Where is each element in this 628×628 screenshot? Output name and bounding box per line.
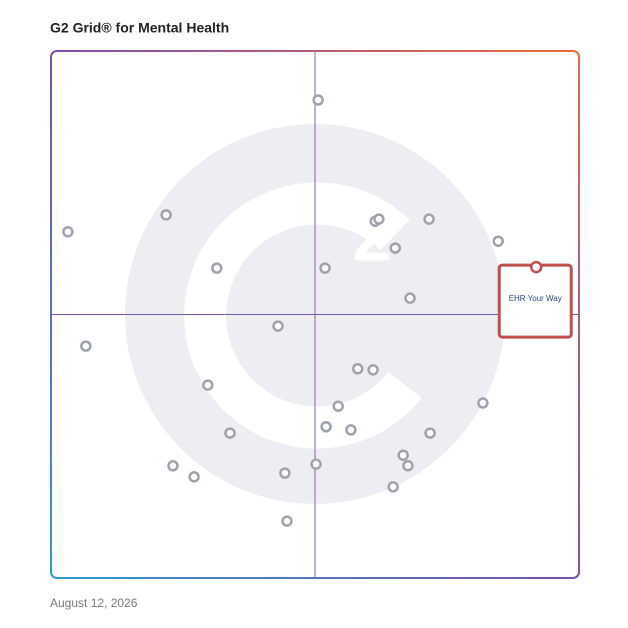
point: [202, 379, 214, 391]
point: [80, 340, 92, 352]
point: [160, 209, 172, 221]
point: [272, 320, 284, 332]
point: [367, 364, 379, 376]
point: [224, 427, 236, 439]
point: [404, 292, 416, 304]
points: EHR Your Way: [62, 94, 573, 527]
point: [397, 449, 409, 461]
svg-text:2: 2: [353, 197, 392, 275]
point: [62, 226, 74, 238]
point: [312, 94, 324, 106]
point: [389, 242, 402, 254]
point: [387, 481, 399, 493]
point: [188, 471, 200, 483]
point: [211, 262, 223, 274]
point: [320, 421, 332, 433]
point: [423, 213, 435, 225]
quadrant-lines: [51, 51, 579, 578]
highlight-product: EHR Your Way: [497, 260, 573, 339]
point: [345, 424, 357, 436]
point: [332, 400, 344, 412]
date: August 12, 2026: [50, 596, 138, 610]
point: [310, 458, 322, 470]
point: [529, 260, 543, 274]
product-label: EHR Your Way: [509, 294, 562, 303]
point: [477, 397, 489, 409]
point: [319, 262, 331, 274]
point: [279, 467, 291, 479]
point: [352, 363, 364, 375]
point: [424, 427, 436, 439]
point: [373, 213, 385, 225]
point: [402, 459, 414, 472]
point: [281, 515, 293, 527]
chart-title: G2 Grid® for Mental Health: [50, 20, 229, 36]
point: [492, 235, 504, 247]
point: [167, 459, 179, 472]
